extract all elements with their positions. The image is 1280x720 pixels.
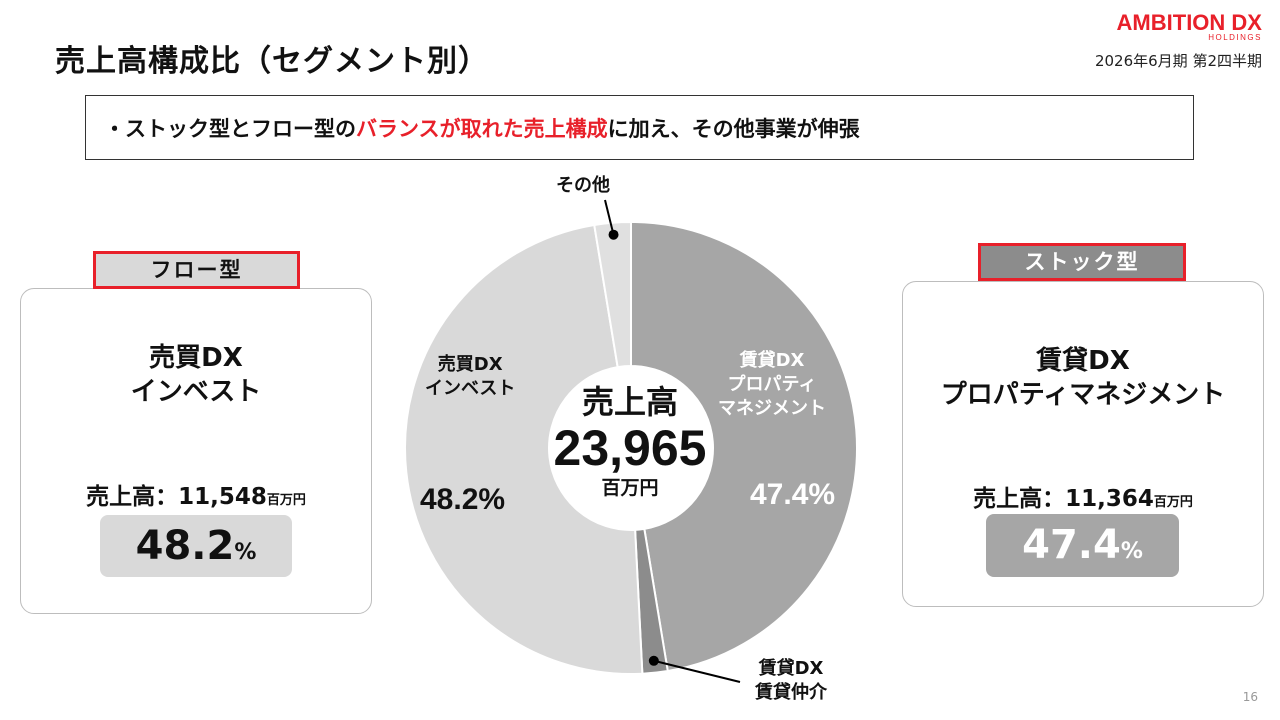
leader-dot-3 [608, 229, 619, 240]
slice-percent-label-2: 48.2% [420, 483, 506, 516]
segment-share-pill: 47.4% [986, 514, 1179, 577]
segment-sales-unit: 百万円 [266, 493, 306, 508]
slice-label-line: マネジメント [718, 398, 826, 419]
slice-label-1: 賃貸DX 賃貸仲介 [755, 657, 827, 705]
slice-label-3: その他 [556, 174, 610, 198]
stock-type-tag: ストック型 [978, 243, 1186, 281]
center-unit: 百万円 [601, 477, 659, 499]
slice-label-0: 賃貸DX プロパティマネジメント [718, 349, 826, 421]
slice-label-line: 賃貸DX [758, 658, 824, 679]
segment-sales-label: 売上高：11,548 [86, 484, 267, 510]
stock-segment-card: 賃貸DX プロパティマネジメント 売上高：11,364百万円 47.4% [902, 281, 1264, 607]
key-message-box: ・ストック型とフロー型の バランスが取れた売上構成 に加え、その他事業が伸張 [85, 95, 1194, 160]
segment-sales-unit: 百万円 [1153, 495, 1193, 510]
logo-wordmark: AMBITION DX [1116, 10, 1262, 35]
center-total-value: 23,965 [553, 420, 707, 476]
leader-line-1 [653, 659, 741, 683]
segment-sales-label: 売上高：11,364 [973, 486, 1154, 512]
segment-share-pill: 48.2% [100, 515, 292, 577]
segment-sales: 売上高：11,364百万円 [903, 479, 1263, 513]
leader-dot-1 [648, 655, 659, 666]
fiscal-period: 2026年6月期 第2四半期 [1094, 52, 1262, 70]
donut-center-label: 売上高 23,965 百万円 [550, 382, 710, 502]
segment-name-line2: プロパティマネジメント [940, 380, 1226, 410]
message-highlight: バランスが取れた売上構成 [356, 116, 608, 141]
flow-type-tag: フロー型 [93, 251, 300, 289]
segment-name-line1: 賃貸DX [1036, 346, 1130, 376]
segment-name-line1: 売買DX [149, 343, 243, 373]
company-logo: AMBITION DX HOLDINGS [1092, 10, 1262, 44]
center-title: 売上高 [581, 383, 678, 421]
slice-label-line: 賃貸仲介 [755, 682, 827, 703]
slice-label-line: 賃貸DX [739, 350, 805, 371]
logo-subtitle: HOLDINGS [1208, 33, 1262, 42]
message-prefix: ・ストック型とフロー型の [104, 116, 356, 141]
page-title: 売上高構成比（セグメント別） [55, 44, 489, 79]
segment-sales: 売上高：11,548百万円 [21, 477, 371, 511]
slice-percent-label-0: 47.4% [750, 478, 836, 511]
donut-hole [549, 366, 713, 530]
segment-name: 賃貸DX プロパティマネジメント [903, 344, 1263, 412]
segment-share-symbol: % [1120, 539, 1143, 564]
segment-name: 売買DX インベスト [21, 341, 371, 409]
sales-composition-donut [404, 199, 858, 683]
flow-segment-card: 売買DX インベスト 売上高：11,548百万円 48.2% [20, 288, 372, 614]
slice-label-line: 売買DX [437, 354, 503, 375]
message-suffix: に加え、その他事業が伸張 [607, 116, 860, 141]
segment-name-line2: インベスト [130, 377, 262, 407]
segment-share-symbol: % [234, 540, 257, 565]
leader-line-3 [604, 199, 615, 235]
slice-label-line: プロパティ [727, 374, 817, 395]
slice-label-line: インベスト [425, 378, 516, 399]
slice-label-2: 売買DX インベスト [425, 353, 515, 401]
slice-label-line: その他 [556, 175, 610, 196]
segment-share-value: 48.2 [135, 523, 235, 569]
segment-share-value: 47.4 [1022, 522, 1121, 568]
page-number: 16 [1242, 690, 1258, 704]
